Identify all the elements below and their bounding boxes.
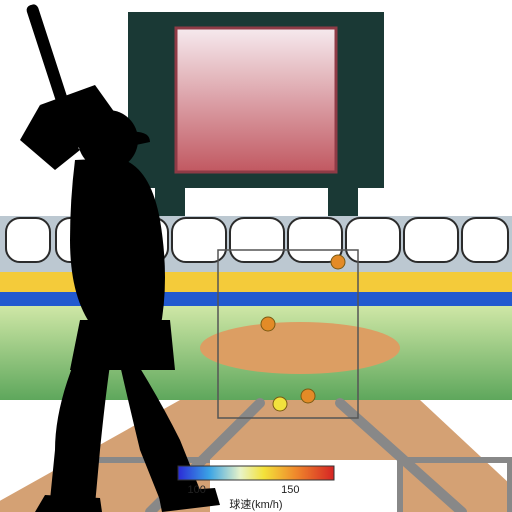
chart-svg: 100 150球速(km/h): [0, 0, 512, 512]
velocity-colorbar: [178, 466, 334, 480]
pitch-marker: [273, 397, 287, 411]
pitchers-mound: [200, 322, 400, 374]
pitch-marker: [301, 389, 315, 403]
pitch-location-chart: 100 150球速(km/h): [0, 0, 512, 512]
stands-window: [462, 218, 508, 262]
mound-ellipse: [200, 322, 400, 374]
scoreboard: [128, 12, 384, 218]
velocity-axis-label: 球速(km/h): [229, 497, 282, 511]
scoreboard-screen: [176, 28, 336, 172]
stands-window: [230, 218, 284, 262]
velocity-tick-label: 100: [188, 484, 206, 496]
stands-window: [346, 218, 400, 262]
velocity-tick-label: 150: [281, 484, 299, 496]
stands-window: [404, 218, 458, 262]
scoreboard-post: [328, 188, 358, 218]
stands-window: [288, 218, 342, 262]
scoreboard-post: [155, 188, 185, 218]
pitch-marker: [261, 317, 275, 331]
pitch-marker: [331, 255, 345, 269]
stands-window: [6, 218, 50, 262]
